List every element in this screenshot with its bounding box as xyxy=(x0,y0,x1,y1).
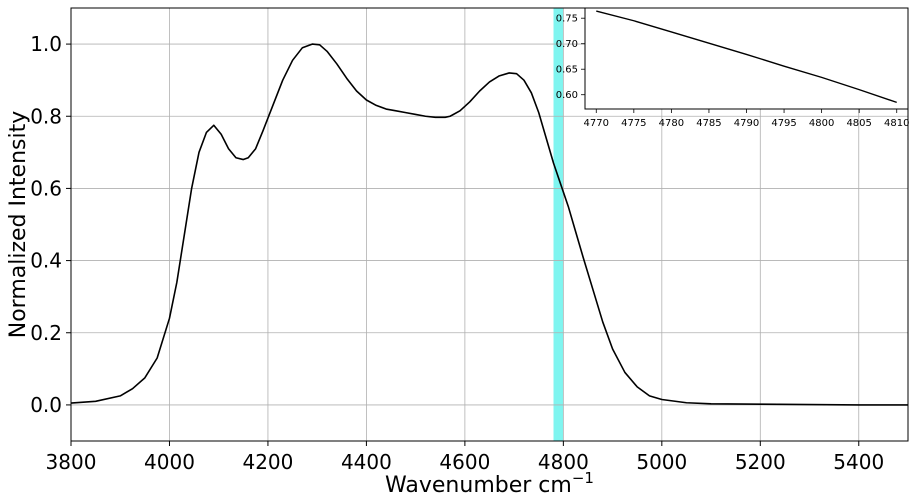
y-axis-label: Normalized Intensity xyxy=(6,111,31,339)
inset-x-tick-label: 4780 xyxy=(659,118,684,129)
x-tick-label: 3800 xyxy=(46,450,97,474)
x-tick-label: 4000 xyxy=(144,450,195,474)
y-tick-label: 0.8 xyxy=(30,104,62,128)
x-tick-label: 4600 xyxy=(439,450,490,474)
x-tick-label: 5000 xyxy=(636,450,687,474)
inset-y-tick-label: 0.60 xyxy=(556,90,578,101)
inset-x-tick-label: 4775 xyxy=(621,118,646,129)
y-tick-label: 1.0 xyxy=(30,32,62,56)
x-axis-label-text: Wavenumber cm xyxy=(385,473,572,498)
inset-x-tick-label: 4810 xyxy=(884,118,909,129)
inset-background xyxy=(585,8,908,109)
inset-x-tick-label: 4770 xyxy=(584,118,609,129)
x-tick-label: 4200 xyxy=(242,450,293,474)
inset-y-tick-label: 0.65 xyxy=(556,65,578,76)
x-tick-label: 5400 xyxy=(833,450,884,474)
y-tick-label: 0.0 xyxy=(30,393,62,417)
inset-x-tick-label: 4795 xyxy=(771,118,796,129)
highlight-band xyxy=(553,8,564,441)
x-tick-label: 4800 xyxy=(538,450,589,474)
inset-x-tick-label: 4785 xyxy=(696,118,721,129)
x-tick-label: 4400 xyxy=(341,450,392,474)
inset-y-tick-label: 0.75 xyxy=(556,14,578,25)
main-axes: 3800 4000 4200 4400 4600 4800 5000 5200 5400 0.0 0… xyxy=(6,7,909,498)
y-tick-label: 0.2 xyxy=(30,321,62,345)
inset-line xyxy=(596,10,897,104)
main-plot-frame xyxy=(70,7,909,442)
inset-axes: 4770 4775 4780 4785 4790 4795 4800 4805 4810 0.60… xyxy=(556,7,909,129)
inset-x-tick-label: 4805 xyxy=(846,118,871,129)
spectrum-line xyxy=(70,43,908,406)
y-tick-label: 0.4 xyxy=(30,249,62,273)
inset-y-tick-label: 0.70 xyxy=(556,39,578,50)
inset-x-tick-label: 4800 xyxy=(809,118,834,129)
x-tick-label: 5200 xyxy=(735,450,786,474)
inset-x-tick-label: 4790 xyxy=(734,118,759,129)
y-tick-label: 0.6 xyxy=(30,176,62,200)
x-axis-label: Wavenumber cm−1 xyxy=(385,469,594,498)
x-axis-label-superscript: −1 xyxy=(572,469,594,487)
